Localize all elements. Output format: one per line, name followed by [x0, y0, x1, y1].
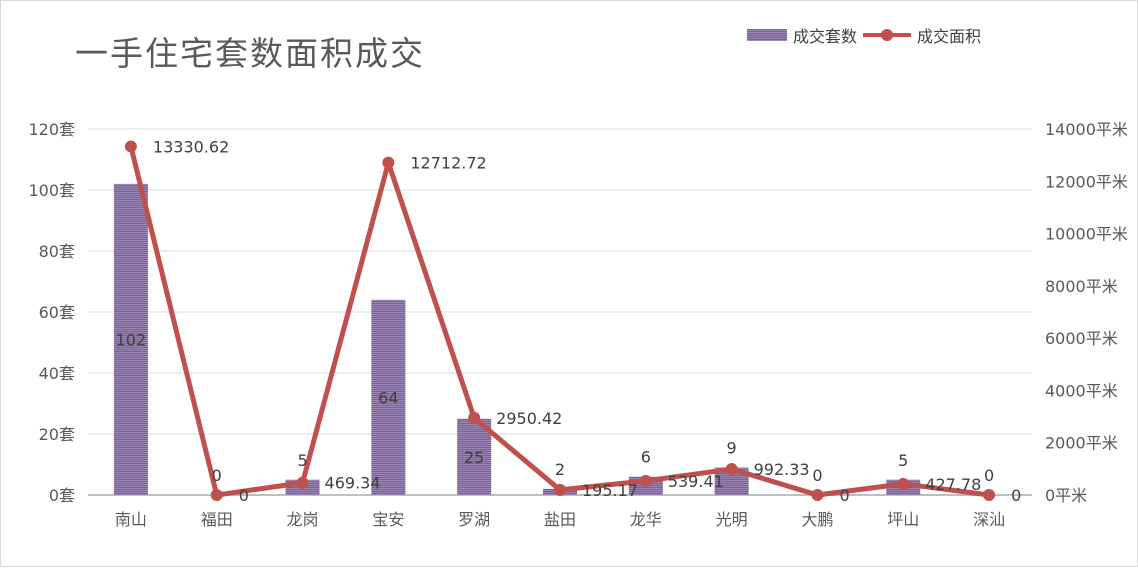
line-data-label: 195.17 [582, 481, 638, 500]
line-point [897, 477, 910, 490]
bar-data-label: 5 [898, 451, 908, 470]
x-tick-label: 宝安 [372, 510, 404, 529]
line-data-label: 12712.72 [410, 154, 486, 173]
x-tick-label: 深汕 [973, 510, 1005, 529]
bar [371, 299, 406, 495]
y-left-tick-label: 40套 [39, 364, 75, 383]
chart-title: 一手住宅套数面积成交 [75, 34, 425, 73]
line-series-area [128, 145, 990, 498]
line-point [725, 463, 738, 476]
y-right-tick-label: 0平米 [1045, 486, 1087, 505]
line-data-label: 0 [839, 486, 849, 505]
line-point [210, 489, 223, 501]
bar-data-label: 0 [984, 466, 994, 485]
y-right-tick-label: 10000平米 [1045, 225, 1128, 244]
line-data-label: 539.41 [668, 472, 724, 491]
line-data-label: 0 [239, 486, 249, 505]
line-point [983, 489, 996, 501]
y-left-tick-label: 100套 [28, 181, 75, 200]
line-data-label: 2950.42 [496, 409, 562, 428]
x-tick-label: 罗湖 [458, 510, 490, 529]
line-point [296, 476, 309, 489]
y-right-tick-label: 8000平米 [1045, 277, 1118, 296]
line-point [468, 411, 481, 424]
x-tick-label: 南山 [115, 510, 147, 529]
y-right-tick-label: 2000平米 [1045, 434, 1118, 453]
line-point [382, 156, 395, 169]
x-tick-label: 光明 [716, 510, 748, 529]
x-tick-label: 龙华 [630, 510, 662, 529]
bar-data-label: 2 [555, 460, 565, 479]
y-right-tick-label: 4000平米 [1045, 381, 1118, 400]
y-left-tick-label: 20套 [39, 425, 75, 444]
y-left-tick-label: 0套 [49, 486, 75, 505]
legend-item-line: 成交面积 [863, 23, 981, 47]
y-right-tick-label: 6000平米 [1045, 329, 1118, 348]
legend-line-swatch [863, 28, 912, 42]
bar-data-label: 25 [464, 448, 484, 467]
bar-data-label: 102 [116, 330, 147, 349]
legend-item-bar: 成交套数 [747, 23, 857, 47]
legend-label-line: 成交面积 [917, 27, 982, 46]
bar-data-label: 9 [727, 439, 737, 458]
legend: 成交套数 成交面积 [747, 23, 987, 47]
x-tick-label: 龙岗 [287, 510, 319, 529]
bar-data-label: 64 [378, 388, 398, 407]
y-left-tick-label: 120套 [28, 120, 75, 139]
bar-data-label: 0 [212, 466, 222, 485]
bar-data-label: 5 [297, 451, 307, 470]
x-tick-label: 福田 [201, 510, 233, 529]
line-data-label: 427.78 [925, 475, 981, 494]
bar-data-label: 0 [812, 466, 822, 485]
line-point [554, 483, 566, 496]
bar [113, 183, 148, 495]
x-tick-label: 大鹏 [801, 510, 833, 529]
y-left-tick-label: 80套 [39, 242, 75, 261]
line-point [124, 140, 137, 153]
line-data-label: 13330.62 [153, 137, 229, 156]
bar [457, 418, 492, 495]
y-right-tick-label: 14000平米 [1045, 120, 1128, 139]
line-data-label: 469.34 [325, 474, 381, 493]
line-data-label: 0 [1011, 486, 1021, 505]
legend-label-bar: 成交套数 [793, 27, 858, 46]
y-right-tick-label: 12000平米 [1045, 172, 1128, 191]
bar-data-label: 6 [641, 448, 651, 467]
y-left-tick-label: 60套 [39, 303, 75, 322]
legend-bar-swatch [747, 29, 787, 41]
x-tick-label: 坪山 [887, 510, 919, 529]
x-tick-label: 盐田 [544, 510, 576, 529]
line-point [639, 474, 652, 487]
line-point [811, 489, 824, 501]
line-data-label: 992.33 [754, 460, 810, 479]
